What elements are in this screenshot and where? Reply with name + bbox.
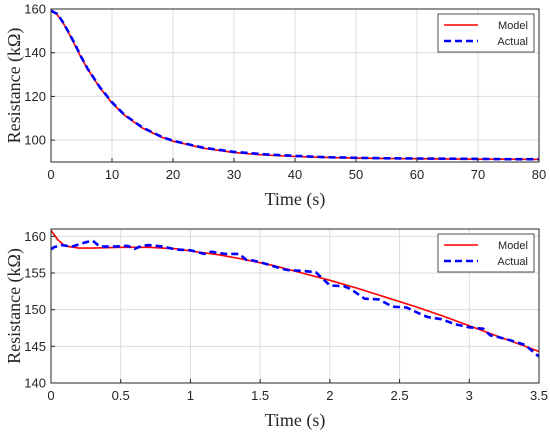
y-tick-label: 120 [24,89,46,104]
x-tick-label: 1 [187,388,194,403]
y-tick-label: 150 [24,302,46,317]
legend-label-model: Model [498,20,528,32]
y-tick-label: 160 [24,229,46,244]
axes-frame [50,228,540,384]
legend-label-actual: Actual [497,256,528,268]
series-line-actual [50,239,540,358]
x-tick-label: 50 [349,167,363,182]
x-axis-label: Time (s) [265,410,326,431]
x-tick-label: 0 [47,167,54,182]
x-tick-label: 0.5 [112,388,130,403]
series-line-model [50,230,540,353]
legend-label-model: Model [498,240,528,252]
y-tick-label: 140 [24,45,46,60]
x-tick-label: 30 [227,167,241,182]
x-tick-label: 80 [532,167,546,182]
x-axis-label: Time (s) [265,189,326,210]
x-tick-label: 3 [466,388,473,403]
x-tick-label: 3.5 [530,388,548,403]
y-axis-label: Resistance (kΩ) [4,28,25,144]
chart-panel-1: 0 10 20 30 40 50 60 70 80 100 120 140 160 Time (s) Res… [4,2,546,211]
chart-panel-2: 0 0.5 1 1.5 2 2.5 3 3.5 140 145 150 155 160 Time (s) R… [4,228,548,431]
legend-label-actual: Actual [497,36,528,48]
x-tick-label: 2.5 [391,388,409,403]
y-axis-label: Resistance (kΩ) [4,248,25,364]
x-tick-label: 60 [410,167,424,182]
x-tick-label: 2 [326,388,333,403]
y-tick-label: 145 [24,339,46,354]
legend: Model Actual [437,13,535,53]
x-tick-label: 40 [288,167,302,182]
y-tick-label: 100 [24,133,46,148]
legend-box [437,233,535,273]
x-tick-label: 1.5 [251,388,269,403]
x-tick-label: 70 [471,167,485,182]
y-tick-label: 155 [24,266,46,281]
legend: Model Actual [437,233,535,273]
legend-box [437,13,535,53]
x-tick-label: 20 [166,167,180,182]
y-tick-label: 160 [24,2,46,17]
x-tick-label: 10 [105,167,119,182]
y-tick-label: 140 [24,376,46,391]
x-tick-label: 0 [47,388,54,403]
